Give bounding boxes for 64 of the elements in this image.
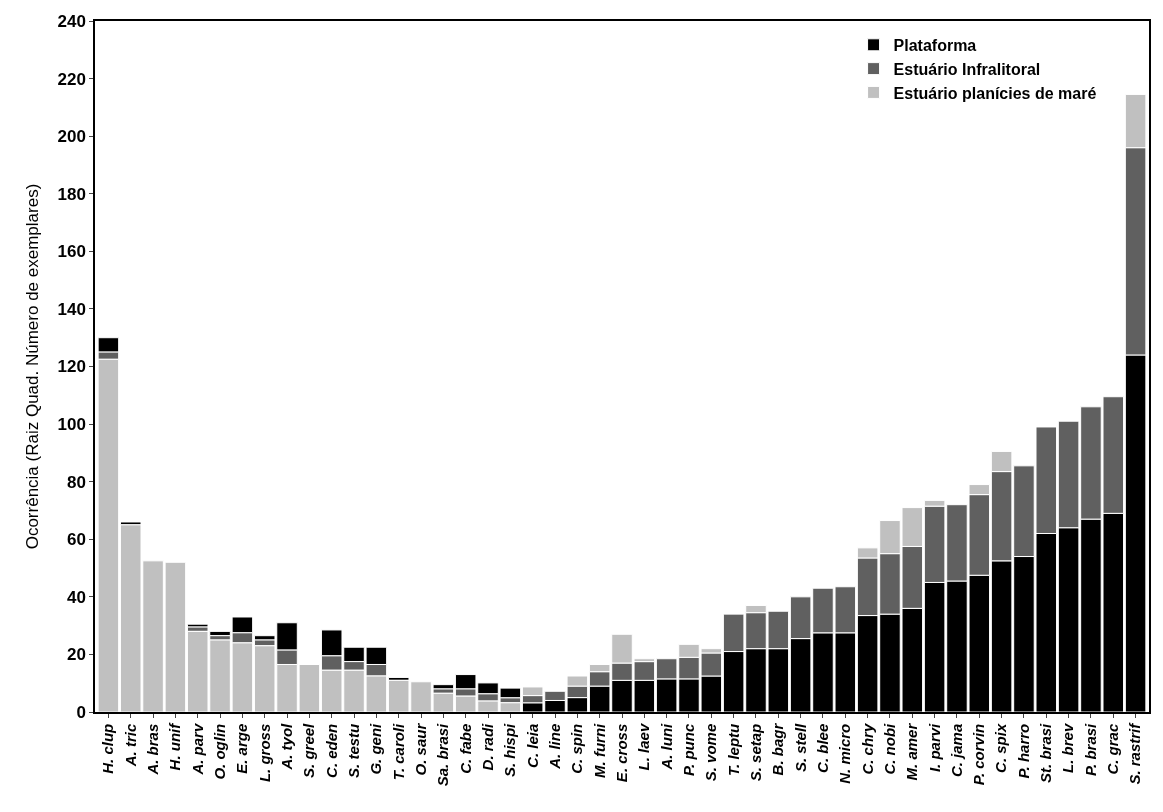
x-tick-label: O. oglin: [210, 723, 228, 780]
y-tick-label: 220: [57, 69, 86, 89]
x-tick-label: S. testu: [344, 723, 362, 778]
legend-label: Estuário planícies de maré: [893, 84, 1097, 102]
x-tick-label: M. amer: [903, 722, 921, 781]
x-tick-label: D. radi: [478, 722, 496, 771]
y-tick-label: 180: [57, 184, 86, 204]
x-tick-label: C. leia: [523, 723, 541, 768]
legend-label: Plataforma: [893, 37, 977, 55]
x-tick-label: T. leptu: [724, 723, 742, 776]
x-tick-label: I. parvi: [925, 722, 943, 773]
x-tick-label: C. grac: [1104, 723, 1122, 775]
x-tick-label: S. stell: [791, 722, 809, 773]
x-tick-label: E. arge: [233, 723, 251, 774]
x-tick-label: P. punc: [679, 723, 697, 776]
y-tick-label: 240: [57, 11, 86, 31]
x-tick-label: M. furni: [590, 722, 608, 778]
x-tick-label: C. blee: [813, 723, 831, 773]
y-tick-label: 120: [57, 357, 86, 377]
x-tick-label: C. spin: [568, 723, 586, 774]
x-tick-label: S. vome: [702, 723, 720, 782]
y-tick-label: 200: [57, 127, 86, 147]
x-tick-label: P. harro: [1014, 723, 1032, 779]
y-tick-label: 0: [76, 702, 86, 722]
legend-label: Estuário Infralitoral: [893, 60, 1041, 78]
x-tick-label: O. saur: [411, 722, 429, 776]
x-tick-label: H. unif: [166, 721, 184, 771]
y-tick-label: 40: [66, 587, 86, 607]
x-tick-label: St. brasi: [1037, 722, 1055, 783]
x-tick-label: C. spix: [992, 723, 1010, 773]
y-tick-label: 20: [66, 645, 86, 665]
x-tick-label: T. caroli: [389, 722, 407, 781]
x-tick-label: C. chry: [858, 723, 876, 775]
x-tick-label: C. eden: [322, 723, 340, 778]
y-tick-label: 80: [66, 472, 86, 492]
x-tick-label: A. tyol: [277, 722, 295, 771]
x-tick-label: L. brev: [1059, 722, 1077, 773]
y-tick-label: 140: [57, 299, 86, 319]
x-tick-label: P. corvin: [970, 723, 988, 786]
y-tick-label: 60: [66, 530, 86, 550]
x-tick-label: C. fabe: [456, 723, 474, 774]
x-tick-label: S. rastrif: [1126, 721, 1144, 785]
x-tick-label: P. brasi: [1081, 722, 1099, 777]
x-tick-label: Sa. brasi: [434, 722, 452, 787]
x-tick-label: B. bagr: [769, 722, 787, 776]
y-axis-title: Ocorrência (Raiz Quad. Número de exemplares): [22, 183, 42, 550]
y-tick-label: 160: [57, 242, 86, 262]
x-tick-label: G. geni: [367, 722, 385, 775]
y-tick-label: 100: [57, 415, 86, 435]
x-tick-label: S. hispi: [501, 722, 519, 778]
x-tick-label: L. gross: [255, 723, 273, 783]
x-tick-label: S. greel: [300, 722, 318, 778]
x-tick-label: A. parv: [188, 722, 206, 776]
x-tick-label: N. micro: [836, 723, 854, 784]
x-tick-label: C. nobi: [880, 722, 898, 775]
x-tick-label: A. line: [545, 723, 563, 770]
x-tick-label: E. cross: [612, 723, 630, 783]
x-tick-label: L. laev: [635, 722, 653, 771]
x-tick-label: A. bras: [143, 723, 161, 776]
x-tick-label: C. jama: [947, 723, 965, 778]
x-tick-label: A. tric: [121, 723, 139, 768]
x-tick-label: S. setap: [746, 723, 764, 782]
x-tick-label: H. clup: [99, 723, 117, 774]
x-tick-label: A. luni: [657, 722, 675, 771]
